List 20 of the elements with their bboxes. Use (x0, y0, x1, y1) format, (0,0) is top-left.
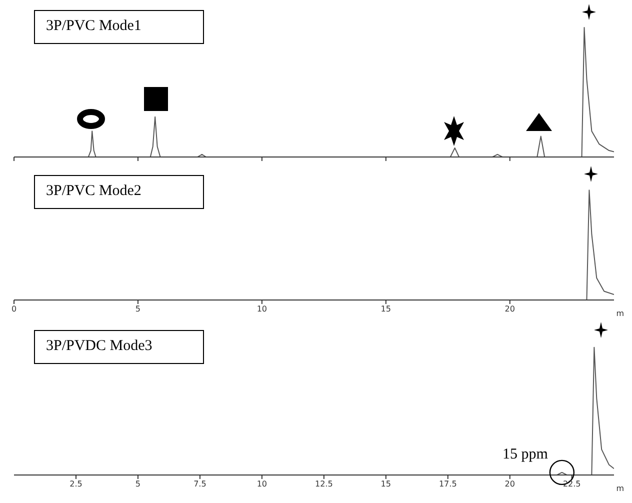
x-tick-label: 22.5 (562, 480, 581, 489)
annotation: 15 ppm (502, 446, 548, 462)
x-axis-title: m (616, 484, 624, 493)
chart-title: 3P/PVC Mode1 (46, 18, 142, 35)
x-tick-label: 5 (135, 480, 141, 489)
chart-title: 3P/PVDC Mode3 (46, 338, 152, 355)
x-tick-label: 5 (135, 304, 141, 314)
x-tick-label: 10 (256, 480, 268, 489)
x-tick-label: 15 (380, 304, 391, 314)
x-tick-label: 17.5 (438, 480, 457, 489)
x-tick-label: 12.5 (315, 480, 333, 489)
x-tick-label: 0 (11, 304, 17, 314)
x-axis-title: m (616, 309, 624, 318)
x-tick-label: 10 (256, 304, 268, 314)
x-tick-label: 20 (504, 304, 515, 314)
x-tick-label: 20 (504, 480, 515, 489)
x-tick-label: 7.5 (194, 480, 206, 489)
x-tick-label: 15 (380, 480, 391, 489)
chart-title: 3P/PVC Mode2 (46, 183, 142, 200)
x-tick-label: 2.5 (70, 480, 82, 489)
